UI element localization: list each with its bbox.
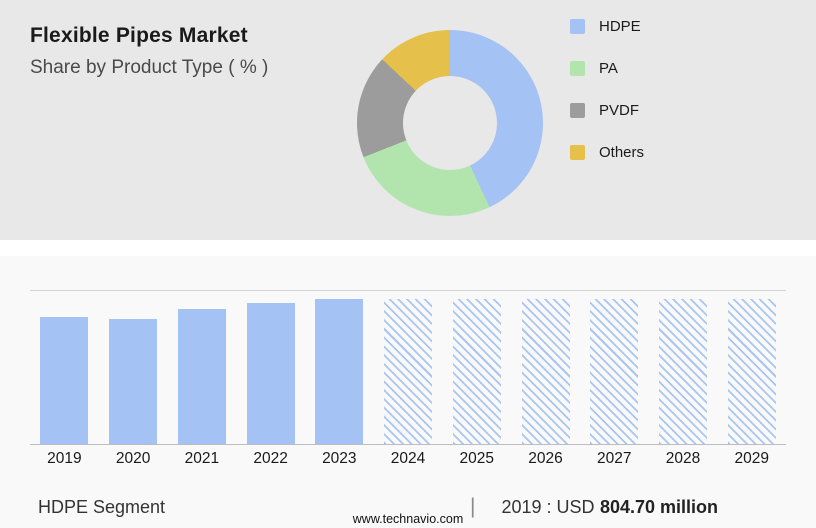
bar-slot-2026 (511, 291, 580, 444)
forecast-bar-2027 (590, 298, 639, 444)
x-tick-2023: 2023 (322, 450, 357, 467)
bar-slot-2027 (580, 291, 649, 444)
x-tick-2027: 2027 (597, 450, 632, 467)
bar-chart-area (30, 290, 786, 445)
legend-item-others: Others (570, 140, 644, 164)
x-tick-2019: 2019 (47, 450, 82, 467)
footer-value-group: | 2019 : USD 804.70 million (470, 495, 718, 519)
legend-item-pa: PA (570, 56, 644, 80)
legend-swatch-hdpe-icon (570, 18, 585, 34)
bar-slot-2021 (167, 291, 236, 444)
x-tick-2022: 2022 (253, 450, 288, 467)
footer-row: HDPE Segment | 2019 : USD 804.70 million (38, 495, 718, 519)
x-tick-2025: 2025 (459, 450, 495, 467)
donut-chart (357, 30, 543, 216)
page-subtitle: Share by Product Type ( % ) (30, 57, 269, 78)
bar-slot-2029 (717, 291, 786, 444)
legend-item-hdpe: HDPE (570, 14, 644, 38)
forecast-bar-2029 (727, 298, 776, 444)
bar-2019 (40, 317, 89, 444)
bar-slot-2024 (374, 291, 443, 444)
forecast-bar-2026 (521, 298, 570, 444)
segment-value: 2019 : USD 804.70 million (501, 497, 718, 518)
segment-label: HDPE Segment (38, 496, 166, 517)
legend-label-pa: PA (599, 59, 618, 77)
legend: HDPE PA PVDF Others (570, 14, 644, 182)
legend-swatch-pvdf-icon (570, 102, 585, 118)
share-by-product-panel: Flexible Pipes Market Share by Product T… (0, 0, 816, 240)
page-title: Flexible Pipes Market (30, 24, 248, 47)
legend-label-pvdf: PVDF (599, 101, 640, 119)
legend-label-hdpe: HDPE (599, 17, 641, 35)
forecast-bar-panel: 2019 2020 2021 2022 2023 2024 2025 2026 2027 2028… (0, 256, 816, 528)
bar-slot-2022 (236, 291, 305, 444)
x-tick-2021: 2021 (184, 450, 220, 467)
bar-2022 (246, 303, 295, 444)
segment-value-amount: 804.70 million (599, 496, 718, 517)
bar-slot-2028 (649, 291, 718, 444)
bar-2020 (109, 318, 158, 444)
bar-2023 (315, 298, 364, 444)
segment-value-prefix: 2019 : USD (501, 496, 595, 517)
forecast-bar-2024 (384, 298, 433, 444)
chart-header: Flexible Pipes Market Share by Product T… (30, 24, 268, 79)
x-tick-2020: 2020 (115, 450, 151, 467)
x-axis-labels: 2019 2020 2021 2022 2023 2024 2025 2026 2027 2028… (30, 450, 786, 468)
x-tick-2029: 2029 (734, 450, 769, 467)
forecast-bar-2028 (658, 298, 707, 444)
x-tick-2028: 2028 (665, 450, 701, 467)
legend-swatch-others-icon (570, 144, 585, 160)
bar-2021 (177, 309, 226, 444)
legend-label-others: Others (599, 143, 645, 161)
bar-slot-2019 (30, 291, 99, 444)
forecast-bar-2025 (452, 298, 501, 444)
x-tick-2024: 2024 (390, 450, 426, 467)
website-url[interactable]: www.technavio.com (352, 512, 464, 526)
bar-slot-2025 (442, 291, 511, 444)
separator: | (470, 495, 476, 518)
bar-slot-2023 (305, 291, 374, 444)
bar-slot-2020 (99, 291, 168, 444)
x-tick-2026: 2026 (528, 450, 563, 467)
legend-swatch-pa-icon (570, 60, 585, 76)
legend-item-pvdf: PVDF (570, 98, 644, 122)
